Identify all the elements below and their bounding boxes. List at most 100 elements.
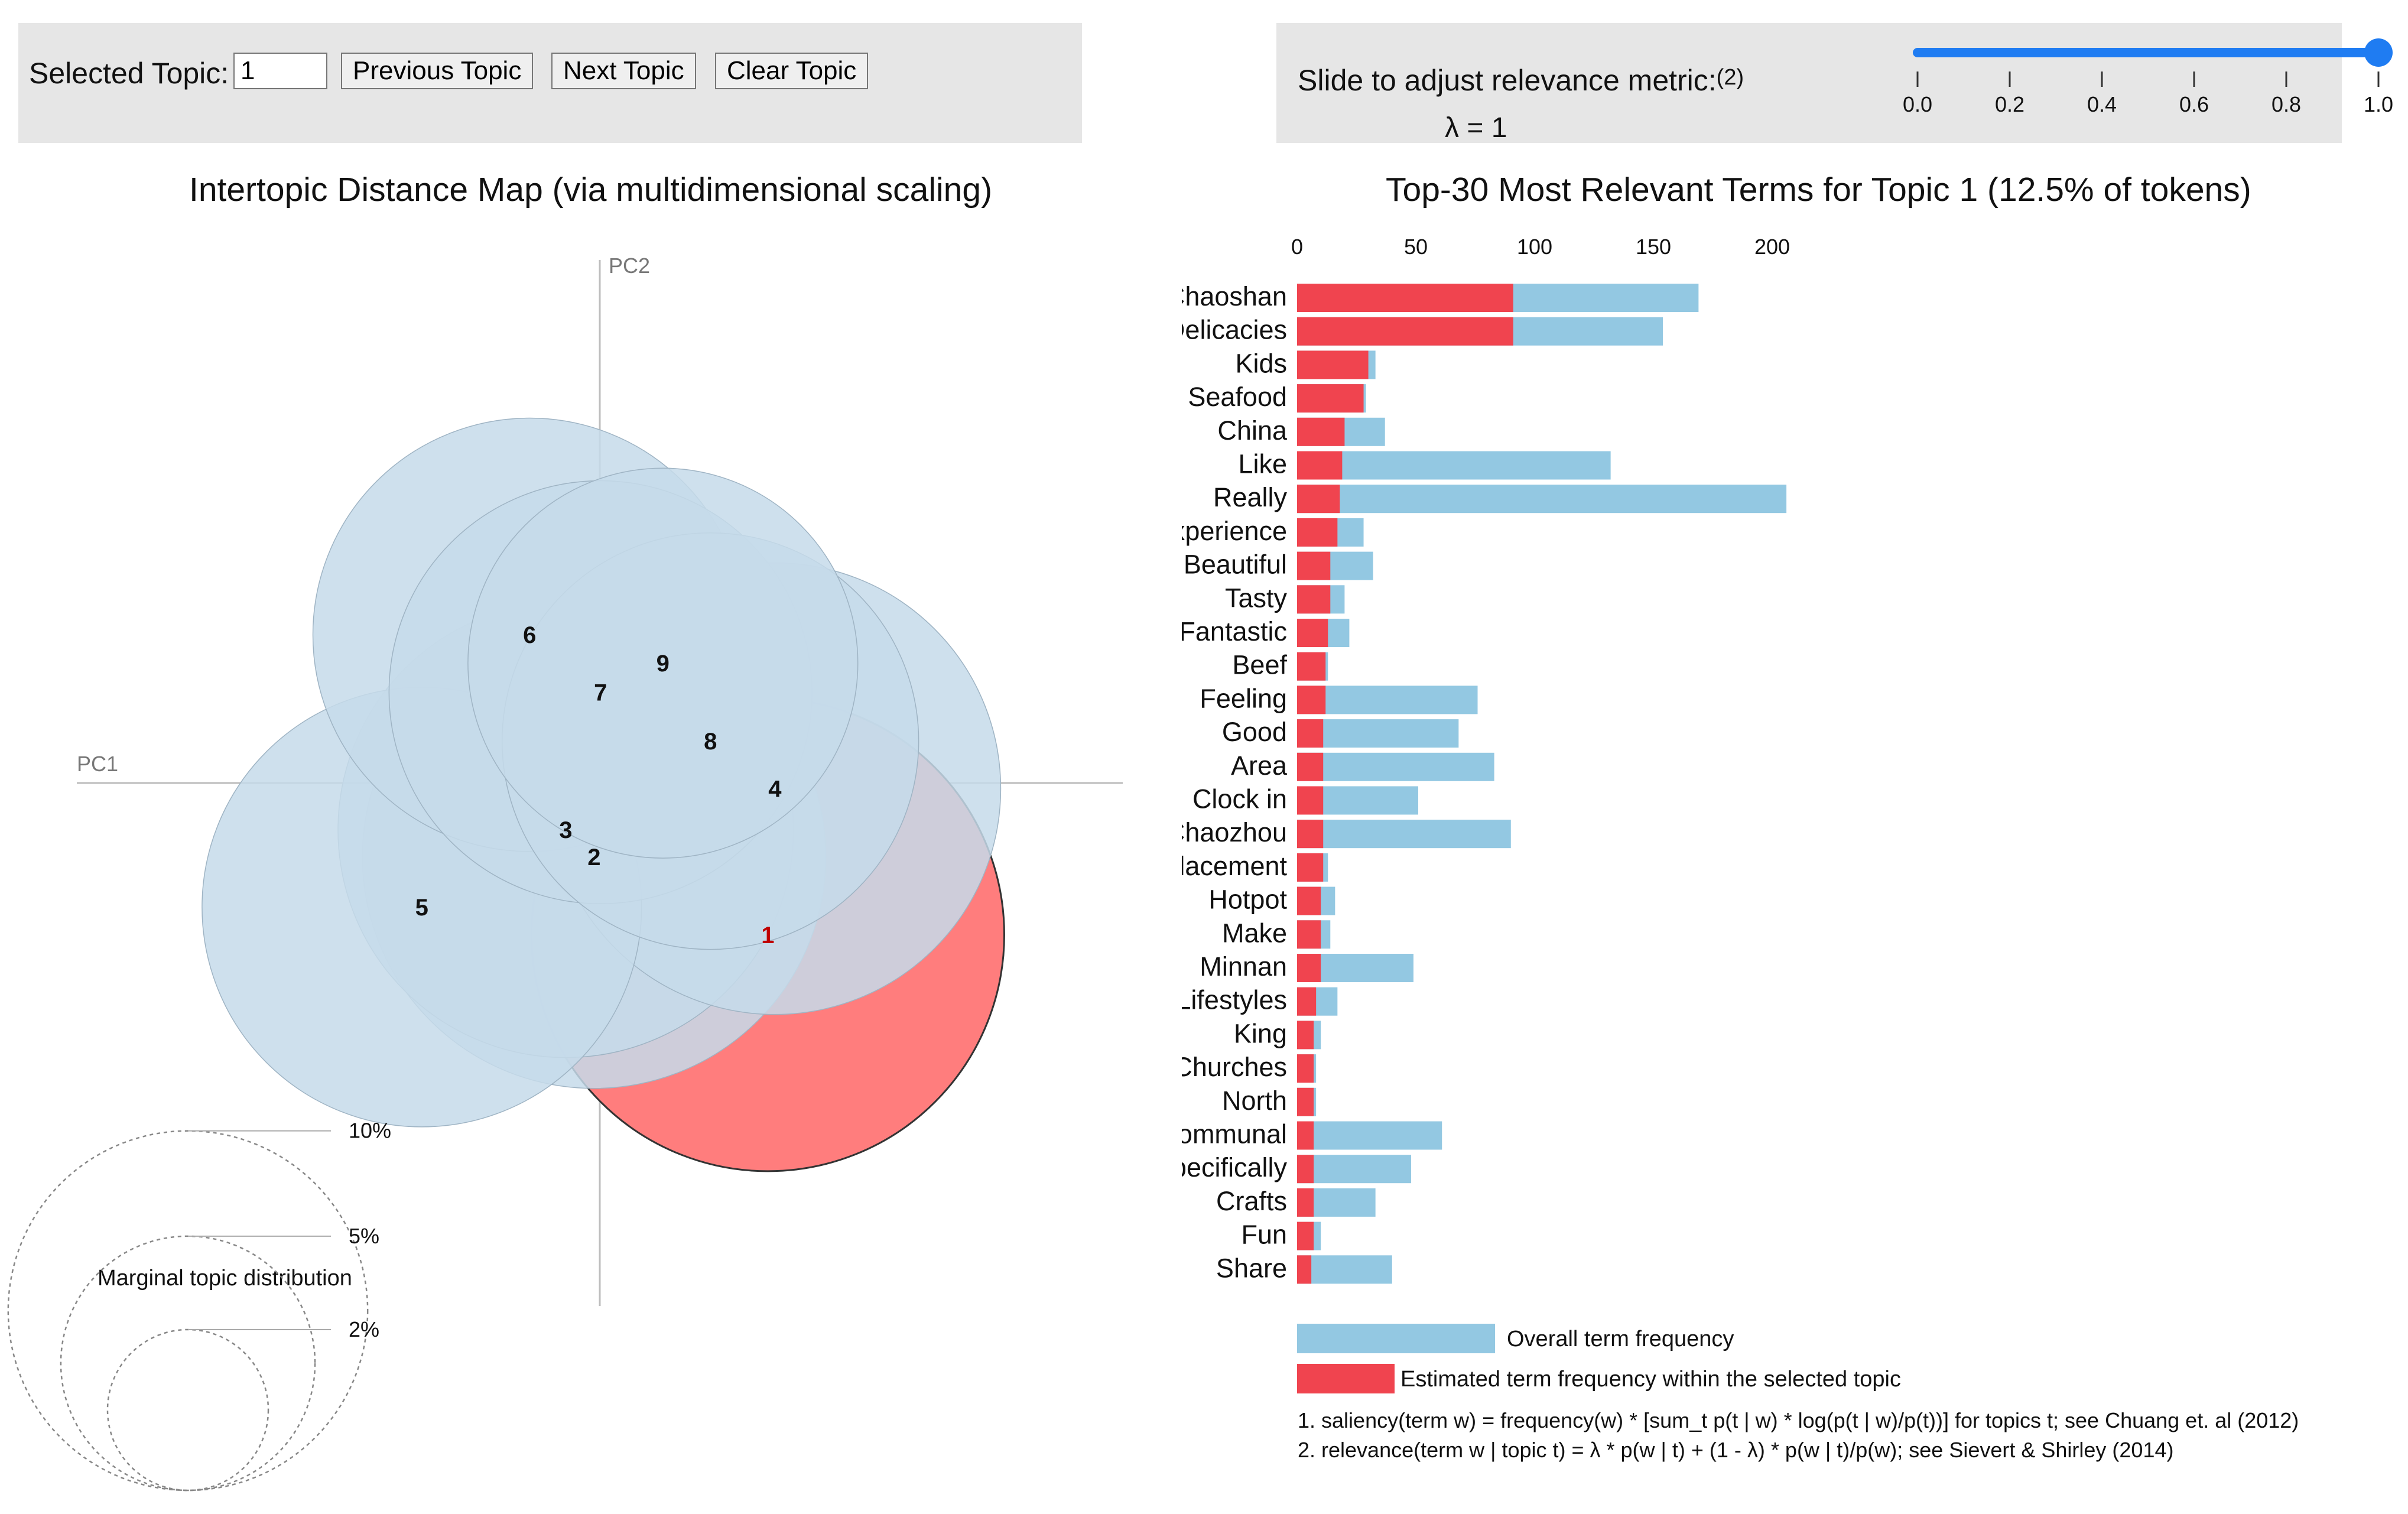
size-legend-circle-10 (7, 1130, 369, 1492)
term-label: Minnan (1200, 951, 1287, 982)
bar-topic-fantastic (1297, 619, 1328, 647)
bar-overall-chaozhou (1297, 820, 1511, 849)
bar-topic-hotpot (1297, 886, 1321, 915)
topic-label-3: 3 (559, 817, 572, 843)
term-label: King (1234, 1018, 1287, 1048)
bar-overall-area (1297, 752, 1494, 781)
term-label: Hotpot (1208, 885, 1287, 915)
legend-label-0: Overall term frequency (1507, 1327, 1734, 1351)
bar-topic-seafood (1297, 384, 1364, 413)
bar-topic-fun (1297, 1221, 1314, 1250)
term-label: Chaoshan (1182, 281, 1287, 311)
x-tick-label: 50 (1404, 235, 1428, 259)
term-label: China (1217, 415, 1288, 446)
relevance-slider[interactable]: 0.0 0.2 0.4 0.6 0.8 1.0 (1802, 23, 2393, 143)
bar-topic-churches (1297, 1054, 1314, 1083)
bar-topic-north (1297, 1087, 1314, 1116)
term-label: Area (1231, 750, 1288, 781)
bar-topic-feeling (1297, 685, 1326, 714)
next-topic-button[interactable]: Next Topic (551, 53, 696, 89)
term-label: Placement (1182, 851, 1287, 881)
bar-topic-area (1297, 752, 1324, 781)
relevance-label: Slide to adjust relevance metric:(2) (1298, 63, 1744, 98)
bar-overall-communal (1297, 1121, 1442, 1150)
bar-topic-crafts (1297, 1188, 1314, 1217)
term-label: Kids (1235, 348, 1287, 378)
term-label: Tasty (1225, 583, 1288, 613)
bar-overall-good (1297, 719, 1459, 748)
slider-handle[interactable] (2364, 38, 2393, 67)
slider-tick-label: 1.0 (2364, 92, 2393, 116)
previous-topic-button[interactable]: Previous Topic (341, 53, 534, 89)
term-label: Experience (1182, 516, 1287, 546)
slider-tick-label: 0.6 (2179, 92, 2209, 116)
clear-topic-button[interactable]: Clear Topic (715, 53, 869, 89)
term-label: Communal (1182, 1119, 1287, 1149)
bar-topic-china (1297, 417, 1345, 446)
bar-topic-kids (1297, 350, 1369, 379)
bar-topic-beautiful (1297, 551, 1331, 580)
topic-control-panel: Selected Topic: Previous Topic Next Topi… (18, 23, 1082, 143)
bar-topic-really (1297, 485, 1340, 514)
footnote-saliency: 1. saliency(term w) = frequency(w) * [su… (1298, 1408, 2299, 1432)
legend-label-1: Estimated term frequency within the sele… (1400, 1367, 1901, 1392)
bar-overall-share (1297, 1255, 1392, 1284)
term-label: Clock in (1192, 784, 1287, 814)
size-legend-label-10: 10% (349, 1119, 391, 1143)
bar-topic-share (1297, 1255, 1312, 1284)
bar-overall-like (1297, 451, 1611, 480)
term-label: Chaozhou (1182, 817, 1287, 847)
term-label: Share (1216, 1253, 1287, 1283)
term-label: Delicacies (1182, 315, 1287, 345)
distance-map-title: Intertopic Distance Map (via multidimens… (189, 171, 993, 209)
topic-label-9: 9 (657, 651, 670, 677)
topic-circle-9 (467, 467, 859, 859)
slider-tick-label: 0.0 (1903, 92, 1932, 116)
size-legend-circle-2 (106, 1328, 269, 1492)
x-tick-label: 100 (1517, 235, 1552, 259)
bar-topic-chaoshan (1297, 284, 1513, 312)
topic-label-7: 7 (594, 680, 607, 706)
bar-topic-chaozhou (1297, 820, 1324, 849)
bar-topic-good (1297, 719, 1324, 748)
bar-chart-title: Top-30 Most Relevant Terms for Topic 1 (… (1386, 171, 2251, 209)
selected-topic-input[interactable] (233, 53, 327, 89)
bar-topic-communal (1297, 1121, 1314, 1150)
topic-label-4: 4 (768, 777, 782, 803)
legend-swatch-0 (1297, 1324, 1495, 1353)
topic-label-1: 1 (761, 922, 774, 948)
bar-overall-feeling (1297, 685, 1478, 714)
topic-label-8: 8 (704, 729, 717, 755)
bar-topic-delicacies (1297, 317, 1513, 346)
legend-swatch-1 (1297, 1364, 1395, 1393)
term-label: Feeling (1200, 683, 1287, 713)
term-label: Good (1222, 717, 1287, 747)
bar-topic-experience (1297, 518, 1338, 547)
topic-label-5: 5 (415, 895, 428, 921)
bar-overall-really (1297, 485, 1787, 514)
bar-topic-king (1297, 1021, 1314, 1050)
x-tick-label: 150 (1636, 235, 1671, 259)
term-label: Specifically (1182, 1152, 1287, 1182)
term-label: Really (1213, 482, 1288, 512)
pc1-label: PC1 (77, 752, 118, 776)
x-tick-label: 0 (1291, 235, 1303, 259)
term-label: Churches (1182, 1052, 1287, 1082)
bar-topic-like (1297, 451, 1343, 480)
relevant-terms-bar-chart: 0 50 100 150 200 Chaoshan DelicaciesKids Seafoo… (1182, 235, 1901, 1393)
selected-topic-label: Selected Topic: (29, 57, 229, 90)
size-legend-label-2: 2% (349, 1317, 379, 1341)
term-label: Fantastic (1182, 616, 1287, 646)
pc2-label: PC2 (609, 254, 650, 278)
bar-topic-make (1297, 920, 1321, 949)
term-label: Seafood (1188, 382, 1287, 412)
bar-topic-clock-in (1297, 786, 1324, 815)
bar-topic-specifically (1297, 1155, 1314, 1184)
bar-overall-specifically (1297, 1155, 1411, 1184)
bar-topic-lifestyles (1297, 987, 1317, 1016)
size-legend-label-5: 5% (349, 1224, 379, 1248)
term-label: Fun (1241, 1220, 1287, 1250)
slider-tick-label: 0.8 (2271, 92, 2301, 116)
term-label: Make (1222, 918, 1287, 948)
